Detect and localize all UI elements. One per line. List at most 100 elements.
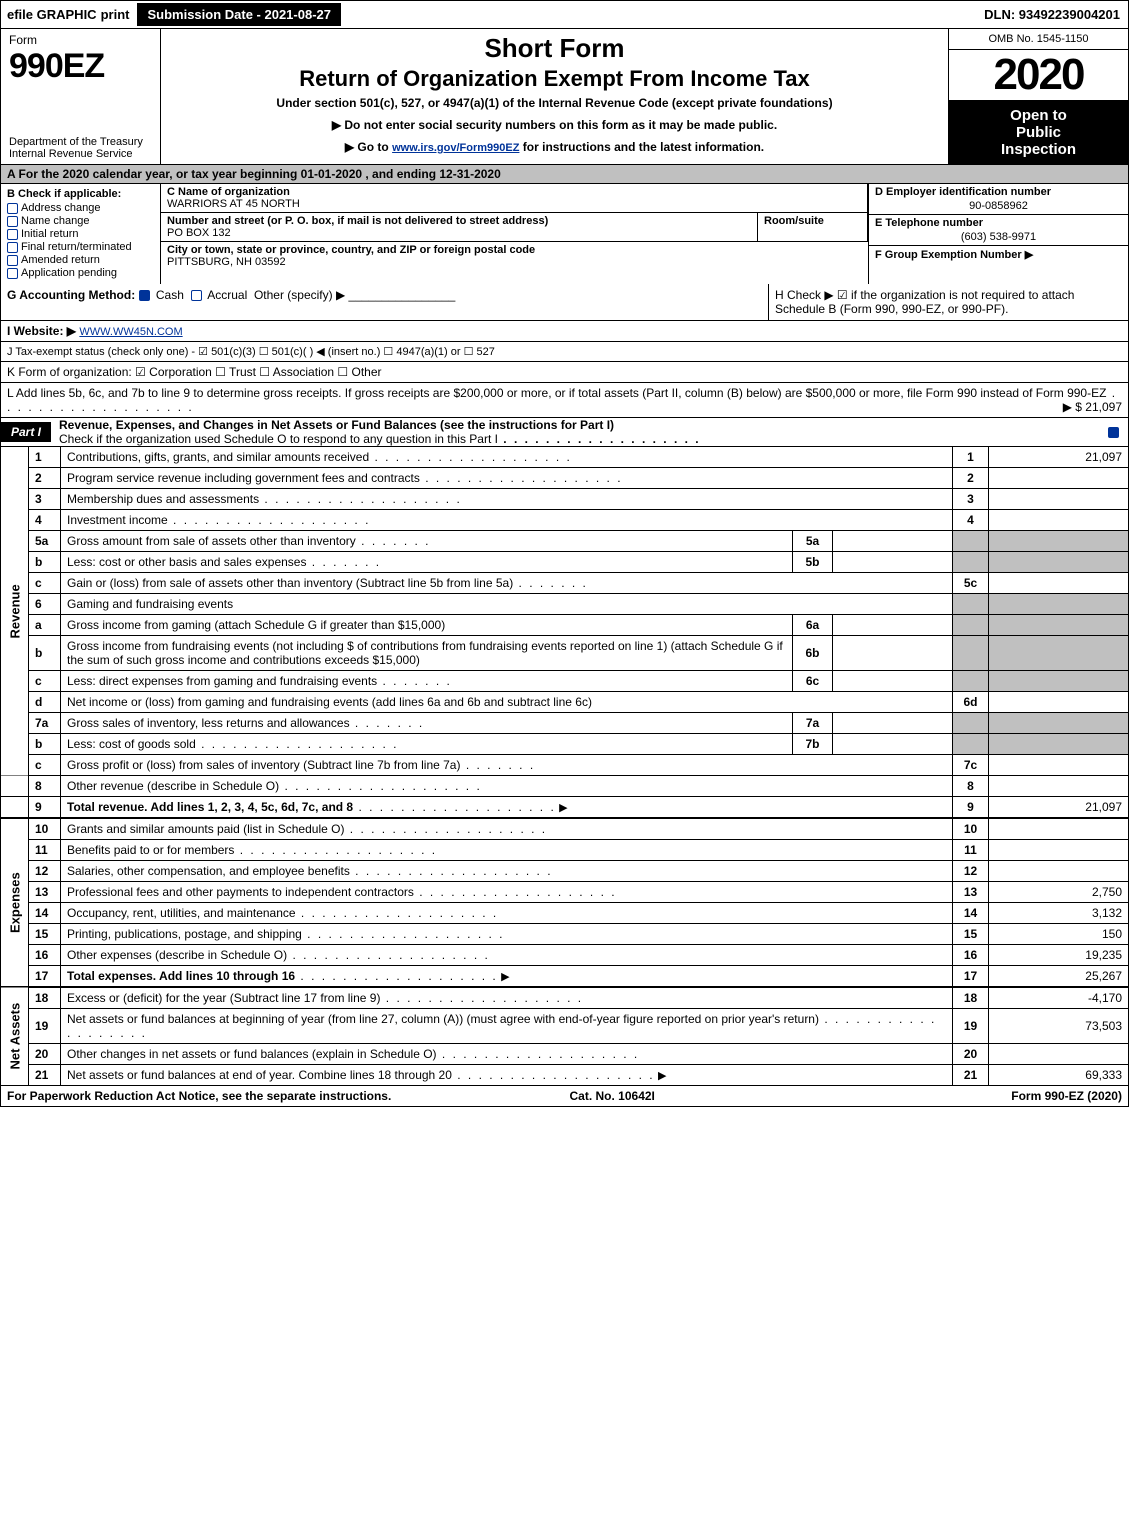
print-link[interactable]: print [101, 7, 130, 22]
row-12: 12 Salaries, other compensation, and emp… [1, 861, 1129, 882]
ein-value: 90-0858962 [875, 198, 1122, 212]
row-18: Net Assets 18 Excess or (deficit) for th… [1, 987, 1129, 1009]
footer-left: For Paperwork Reduction Act Notice, see … [7, 1089, 391, 1103]
row-10: Expenses 10 Grants and similar amounts p… [1, 818, 1129, 840]
footer-right: Form 990-EZ (2020) [1011, 1089, 1122, 1103]
val-21: 69,333 [989, 1065, 1129, 1086]
title-short: Short Form [171, 33, 938, 64]
gh-block: G Accounting Method: Cash Accrual Other … [0, 284, 1129, 321]
city-value: PITTSBURG, NH 03592 [167, 256, 286, 268]
chk-initial-return[interactable]: Initial return [7, 228, 154, 240]
row-7c: c Gross profit or (loss) from sales of i… [1, 755, 1129, 776]
chk-cash[interactable] [139, 290, 150, 301]
chk-final-return[interactable]: Final return/terminated [7, 241, 154, 253]
row-1: Revenue 1 Contributions, gifts, grants, … [1, 447, 1129, 468]
telephone-value: (603) 538-9971 [875, 229, 1122, 243]
dept-label: Department of the Treasury Internal Reve… [9, 136, 152, 160]
part-1-table: Revenue 1 Contributions, gifts, grants, … [0, 447, 1129, 1086]
row-16: 16 Other expenses (describe in Schedule … [1, 945, 1129, 966]
row-6b: b Gross income from fundraising events (… [1, 636, 1129, 671]
col-b-header: B Check if applicable: [7, 188, 154, 200]
group-exemption-cell: F Group Exemption Number ▶ [869, 246, 1128, 263]
row-11: 11 Benefits paid to or for members 11 [1, 840, 1129, 861]
row-8: 8 Other revenue (describe in Schedule O)… [1, 776, 1129, 797]
part-1-checkbox[interactable] [1108, 425, 1128, 439]
org-name-value: WARRIORS AT 45 NORTH [167, 198, 300, 210]
row-3: 3 Membership dues and assessments 3 [1, 489, 1129, 510]
website-link[interactable]: WWW.WW45N.COM [79, 326, 182, 338]
val-1: 21,097 [989, 447, 1129, 468]
gross-receipts-row: L Add lines 5b, 6c, and 7b to line 9 to … [0, 383, 1129, 418]
chk-address-change[interactable]: Address change [7, 202, 154, 214]
efile-label: efile GRAPHIC [7, 7, 97, 22]
city-cell: City or town, state or province, country… [161, 242, 868, 270]
val-9: 21,097 [989, 797, 1129, 819]
col-b-checkboxes: B Check if applicable: Address change Na… [1, 184, 161, 284]
row-5a: 5a Gross amount from sale of assets othe… [1, 531, 1129, 552]
val-13: 2,750 [989, 882, 1129, 903]
gross-receipts-amount: ▶ $ 21,097 [1063, 400, 1122, 414]
row-6d: d Net income or (loss) from gaming and f… [1, 692, 1129, 713]
top-bar: efile GRAPHIC print Submission Date - 20… [0, 0, 1129, 29]
footer-center: Cat. No. 10642I [570, 1089, 655, 1103]
row-7a: 7a Gross sales of inventory, less return… [1, 713, 1129, 734]
top-bar-left: efile GRAPHIC print Submission Date - 20… [1, 1, 347, 28]
chk-name-change[interactable]: Name change [7, 215, 154, 227]
form-label: Form [9, 33, 152, 47]
row-7b: b Less: cost of goods sold 7b [1, 734, 1129, 755]
omb-number: OMB No. 1545-1150 [949, 29, 1128, 50]
row-15: 15 Printing, publications, postage, and … [1, 924, 1129, 945]
accounting-method-row: G Accounting Method: Cash Accrual Other … [1, 284, 768, 320]
form-header: Form 990EZ Department of the Treasury In… [0, 29, 1129, 165]
irs-link[interactable]: www.irs.gov/Form990EZ [392, 142, 519, 154]
row-2: 2 Program service revenue including gove… [1, 468, 1129, 489]
val-16: 19,235 [989, 945, 1129, 966]
form-of-organization-row: K Form of organization: ☑ Corporation ☐ … [0, 362, 1129, 383]
row-6a: a Gross income from gaming (attach Sched… [1, 615, 1129, 636]
row-6c: c Less: direct expenses from gaming and … [1, 671, 1129, 692]
side-label-revenue: Revenue [1, 447, 29, 776]
chk-application-pending[interactable]: Application pending [7, 267, 154, 279]
tax-exempt-status-row: J Tax-exempt status (check only one) - ☑… [0, 342, 1129, 362]
row-20: 20 Other changes in net assets or fund b… [1, 1044, 1129, 1065]
subtitle: Under section 501(c), 527, or 4947(a)(1)… [171, 96, 938, 110]
dln-label: DLN: 93492239004201 [976, 5, 1128, 24]
chk-amended-return[interactable]: Amended return [7, 254, 154, 266]
row-19: 19 Net assets or fund balances at beginn… [1, 1009, 1129, 1044]
part-1-header: Part I Revenue, Expenses, and Changes in… [0, 418, 1129, 447]
open-to-public-box: Open to Public Inspection [949, 101, 1128, 164]
notice-link-line: ▶ Go to www.irs.gov/Form990EZ for instru… [171, 140, 938, 154]
page-footer: For Paperwork Reduction Act Notice, see … [0, 1086, 1129, 1107]
website-row: I Website: ▶ WWW.WW45N.COM [0, 321, 1129, 342]
row-21: 21 Net assets or fund balances at end of… [1, 1065, 1129, 1086]
row-6: 6 Gaming and fundraising events [1, 594, 1129, 615]
row-14: 14 Occupancy, rent, utilities, and maint… [1, 903, 1129, 924]
telephone-cell: E Telephone number (603) 538-9971 [869, 215, 1128, 246]
val-18: -4,170 [989, 987, 1129, 1009]
part-1-title: Revenue, Expenses, and Changes in Net As… [51, 418, 1108, 446]
submission-date-button[interactable]: Submission Date - 2021-08-27 [137, 3, 341, 26]
part-1-tab: Part I [1, 422, 51, 442]
val-15: 150 [989, 924, 1129, 945]
val-14: 3,132 [989, 903, 1129, 924]
col-def: D Employer identification number 90-0858… [868, 184, 1128, 284]
address-value: PO BOX 132 [167, 227, 231, 239]
address-cell: Number and street (or P. O. box, if mail… [161, 213, 758, 241]
title-main: Return of Organization Exempt From Incom… [171, 66, 938, 92]
tax-year: 2020 [949, 50, 1128, 101]
header-right: OMB No. 1545-1150 2020 Open to Public In… [948, 29, 1128, 164]
row-9: 9 Total revenue. Add lines 1, 2, 3, 4, 5… [1, 797, 1129, 819]
row-13: 13 Professional fees and other payments … [1, 882, 1129, 903]
val-19: 73,503 [989, 1009, 1129, 1044]
val-17: 25,267 [989, 966, 1129, 988]
org-name-cell: C Name of organization WARRIORS AT 45 NO… [161, 184, 868, 212]
header-center: Short Form Return of Organization Exempt… [161, 29, 948, 164]
side-label-net-assets: Net Assets [1, 987, 29, 1086]
notice-ssn: ▶ Do not enter social security numbers o… [171, 118, 938, 132]
row-4: 4 Investment income 4 [1, 510, 1129, 531]
chk-accrual[interactable] [191, 290, 202, 301]
side-label-expenses: Expenses [1, 818, 29, 987]
row-5c: c Gain or (loss) from sale of assets oth… [1, 573, 1129, 594]
ein-cell: D Employer identification number 90-0858… [869, 184, 1128, 215]
schedule-b-check: H Check ▶ ☑ if the organization is not r… [768, 284, 1128, 320]
